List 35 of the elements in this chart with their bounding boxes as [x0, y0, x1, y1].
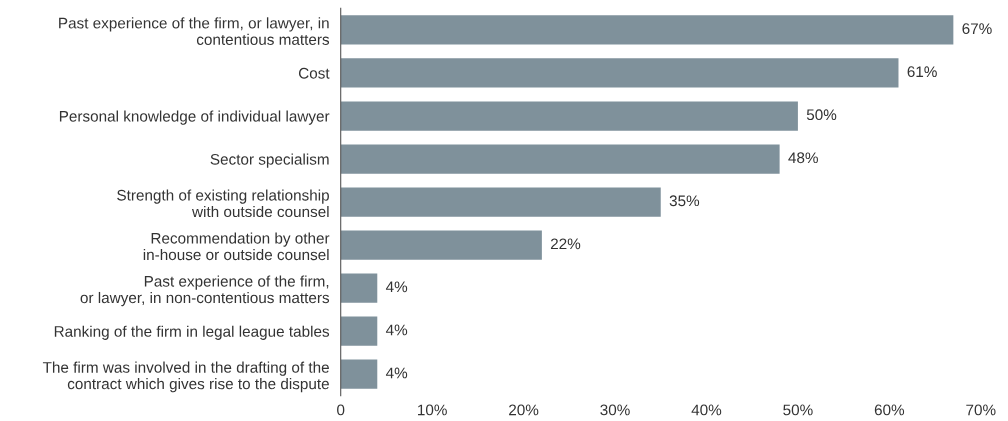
y-tick-label: Personal knowledge of individual lawyer — [59, 110, 330, 125]
y-tick-label: The firm was involved in the drafting of the contract which gives rise to the dispute — [42, 361, 329, 393]
bar — [340, 101, 798, 131]
data-label: 50% — [806, 109, 837, 121]
x-tick-label: 50% — [783, 404, 813, 416]
data-label: 22% — [550, 238, 581, 250]
bar — [340, 58, 899, 88]
bar — [340, 359, 378, 389]
bar — [340, 15, 954, 45]
y-tick-label: Sector specialism — [210, 153, 329, 168]
data-label: 48% — [788, 152, 818, 164]
x-tick-label: 20% — [509, 404, 539, 416]
x-tick-label: 40% — [691, 404, 722, 416]
y-tick-label: Past experience of the firm, or lawyer, in non-contentious matters — [80, 275, 330, 307]
bar — [340, 316, 378, 346]
y-tick-label: Past experience of the firm, or lawyer, in contentious matters — [59, 17, 330, 45]
data-label: 61% — [907, 66, 937, 78]
x-tick-label: 60% — [874, 404, 905, 416]
data-label: 4% — [385, 281, 408, 293]
y-tick-label: Ranking of the firm in legal league tables — [54, 325, 330, 340]
x-tick-label: 30% — [600, 404, 630, 416]
x-tick-label: 0 — [337, 404, 345, 416]
bar — [340, 187, 661, 217]
data-label: 4% — [385, 367, 408, 379]
y-tick-label: Cost — [298, 67, 330, 79]
x-tick-label: 70% — [966, 404, 996, 416]
y-tick-label: Recommendation by other in-house or outside counsel — [143, 232, 330, 261]
bar — [340, 144, 780, 174]
data-label: 4% — [385, 324, 408, 336]
data-label: 35% — [669, 195, 700, 207]
bar — [340, 273, 378, 303]
x-tick-label: 10% — [418, 404, 447, 416]
data-label: 67% — [962, 23, 992, 35]
y-tick-label: Strength of existing relationship with outside counsel — [117, 189, 329, 218]
bar — [340, 230, 542, 260]
